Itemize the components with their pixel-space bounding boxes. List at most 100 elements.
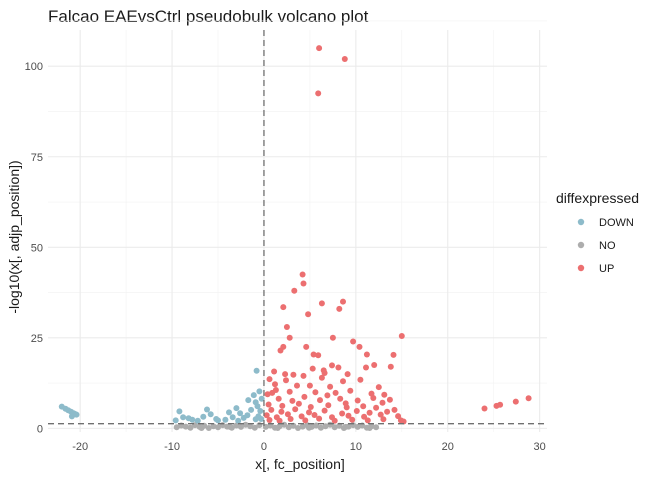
point-no [313,422,320,429]
point-up [287,416,294,422]
point-no [322,423,329,430]
legend-key-down [577,218,585,226]
point-up [387,363,394,370]
legend-label-down: DOWN [599,217,634,229]
point-up [497,401,504,408]
point-down [245,397,252,404]
point-down [189,416,196,423]
point-up [354,397,361,404]
point-up [391,406,398,413]
point-up [339,410,346,417]
legend: diffexpressed DOWN NO UP [556,190,639,275]
point-down [207,411,214,418]
x-tick-label: 0 [261,441,267,453]
legend-items: DOWN NO UP [577,217,634,275]
legend-key-up [577,264,585,272]
x-tick-label: 30 [534,441,546,453]
point-up [340,378,346,385]
point-down [172,417,179,424]
point-up [384,408,391,415]
point-up [265,401,272,408]
legend-label-no: NO [599,240,616,252]
point-up [341,56,348,62]
point-no [205,425,212,431]
point-up [366,409,373,416]
grid-major [48,30,547,432]
point-no [173,424,180,431]
y-tick-labels: 0 25 50 75 100 [25,61,43,435]
point-up [353,408,360,414]
point-up [342,400,349,407]
point-down [237,410,244,417]
point-down [252,416,259,423]
point-up [264,391,271,398]
point-no [354,423,361,430]
point-up [316,45,323,52]
point-up [306,382,313,389]
point-up [327,383,334,390]
point-up [301,393,308,400]
point-no [187,424,194,431]
point-up [363,351,370,358]
point-up [263,412,270,419]
point-down [176,408,183,415]
point-up [307,404,314,410]
point-up [300,372,307,379]
point-down [180,414,187,421]
point-no [238,423,244,430]
point-up [356,343,363,350]
point-up [275,395,282,402]
point-no [285,424,292,431]
point-up [370,395,377,401]
point-down [229,414,236,421]
point-down [194,417,201,424]
x-tick-labels: -20 -10 0 10 20 30 [72,441,546,453]
point-up [361,413,368,420]
point-down [233,405,240,412]
point-up [282,371,289,378]
point-up [316,415,323,422]
y-tick-label: 50 [31,242,43,254]
point-up [329,334,336,341]
point-up [266,417,273,423]
point-up [309,365,316,372]
point-up [284,411,291,418]
point-up [380,416,387,423]
point-up [286,334,293,341]
y-axis-title: -log10(x[, adjp_position]) [6,160,22,313]
y-tick-label: 100 [25,61,43,73]
point-up [294,382,300,389]
point-up [525,395,532,402]
point-no [317,424,324,431]
point-no [227,423,233,430]
chart-title: Falcao EAEvsCtrl pseudobulk volcano plot [48,7,369,26]
point-up [312,389,319,396]
point-up [390,351,397,358]
point-up [360,403,367,410]
point-up [350,338,357,345]
point-down [215,417,221,424]
point-up [344,371,351,378]
point-up [357,376,364,383]
point-up [363,364,369,371]
y-tick-label: 25 [31,333,43,345]
grid-minor [48,20,547,432]
point-no [251,424,258,431]
y-tick-label: 0 [37,423,43,435]
point-up [271,368,278,375]
point-down [244,412,251,419]
legend-title: diffexpressed [556,190,639,206]
point-no [274,425,281,431]
point-no [331,424,338,431]
point-up [400,418,407,425]
point-no [373,424,380,431]
point-up [379,399,386,406]
point-down [222,416,229,423]
point-up [386,396,393,403]
point-down [204,406,210,413]
point-up [325,402,332,409]
point-up [290,371,297,378]
point-up [277,347,284,354]
point-up [481,405,488,412]
